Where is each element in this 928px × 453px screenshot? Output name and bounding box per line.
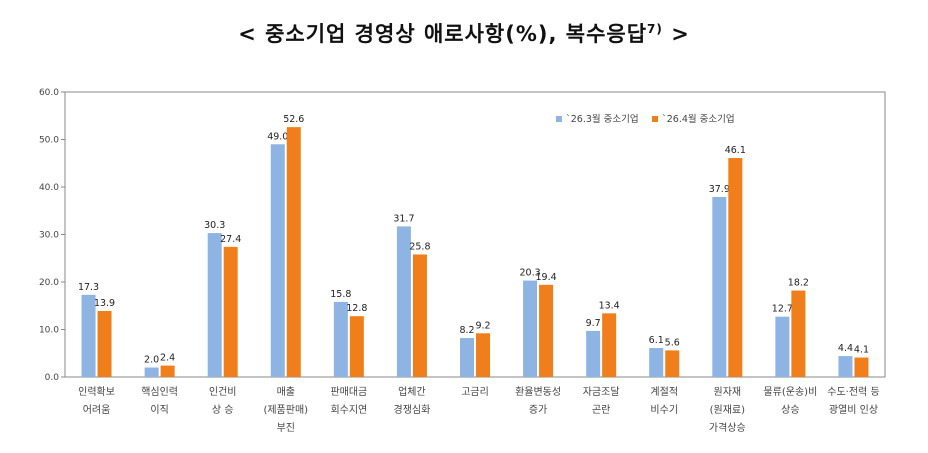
data-label: 4.4 [838,343,853,354]
x-category-label: 고금리 [461,386,489,398]
x-category-label: 광열비 인상 [829,404,878,416]
data-label: 13.4 [599,300,620,311]
bar-mar [838,356,853,377]
data-label: 2.0 [144,355,159,366]
data-label: 27.4 [220,234,241,245]
bar-mar [649,348,664,377]
bar-apr [539,284,554,377]
data-label: 12.7 [772,304,793,315]
x-category-label: 경쟁심화 [394,403,431,416]
y-tick-label: 0.0 [45,373,60,383]
bar-apr [854,357,869,377]
title-text: < 중소기업 경영상 애로사항(%), 복수응답 [238,22,648,46]
x-category-label: 곤란 [592,404,610,416]
bar-mar [775,316,790,377]
y-tick-label: 50.0 [39,136,59,146]
bar-mar [144,367,159,377]
x-category-label: 어려움 [83,404,111,416]
x-category-label: 회수지연 [330,404,367,416]
bar-mar [712,196,727,377]
bar-apr [791,290,806,377]
x-category-label: 수도·전력 등 [827,386,879,398]
bar-apr [223,246,238,377]
data-label: 18.2 [788,278,809,289]
bar-apr [286,127,301,378]
x-category-label: 인력확보 [78,386,115,398]
bar-apr [97,310,112,377]
data-label: 25.8 [409,241,430,252]
data-label: 4.1 [854,345,869,356]
data-label: 17.3 [78,282,99,293]
data-label: 46.1 [725,145,746,156]
x-category-label: 부진 [277,422,295,434]
x-category-label: (원재료) [710,404,746,416]
data-label: 9.2 [475,320,490,331]
x-category-label: 자금조달 [583,386,620,398]
x-category-label: 매출 [277,386,295,398]
data-label: 37.9 [709,184,730,195]
y-tick-label: 30.0 [39,231,59,241]
chart-title: < 중소기업 경영상 애로사항(%), 복수응답7) > [0,18,928,48]
x-category-label: (제품판매) [263,404,308,416]
x-category-label: 핵심인력 [141,386,178,398]
data-label: 9.7 [586,318,601,329]
x-category-label: 상 승 [212,404,234,416]
x-category-label: 업체간 [398,385,426,398]
data-label: 15.8 [330,289,351,300]
x-category-label: 이직 [150,404,168,416]
bar-apr [349,316,364,377]
bar-mar [81,294,96,377]
x-category-label: 비수기 [650,404,678,416]
bar-apr [665,350,680,377]
data-label: 5.6 [665,337,680,348]
bar-mar [333,301,348,377]
plot-area [64,91,886,378]
data-label: 19.4 [535,272,556,283]
bar-mar [207,233,222,377]
bar-mar [586,330,601,377]
y-tick-label: 10.0 [39,326,59,336]
x-category-label: 가격상승 [709,421,746,434]
data-label: 6.1 [649,335,664,346]
bar-mar [523,280,538,377]
data-label: 31.7 [393,213,414,224]
x-category-label: 계절적 [650,385,678,398]
legend-label: `26.3월 중소기업 [566,113,639,125]
x-category-label: 인건비 [209,386,237,398]
data-label: 13.9 [94,298,115,309]
bar-apr [602,313,617,377]
y-tick-label: 60.0 [39,88,59,98]
x-category-label: 판매대금 [330,386,367,398]
data-label: 12.8 [346,303,367,314]
bar-apr [160,365,175,377]
bar-mar [460,338,474,377]
title-footnote: 7) [647,22,663,36]
x-category-label: 증가 [529,404,547,416]
bar-mar [270,144,285,377]
data-label: 2.4 [160,353,175,364]
bar-apr [412,254,427,377]
data-label: 8.2 [459,325,474,336]
data-label: 20.3 [519,268,540,279]
legend-swatch [556,116,562,122]
y-tick-label: 20.0 [39,278,59,288]
data-label: 52.6 [283,114,304,125]
x-category-label: 원자재 [714,386,742,398]
data-label: 30.3 [204,220,225,231]
bar-apr [476,333,490,377]
legend-label: `26.4월 중소기업 [662,113,735,125]
data-label: 49.0 [267,131,288,142]
x-category-label: 물류(운송)비 [763,386,817,398]
x-category-label: 환율변동성 [515,386,561,398]
bar-apr [728,158,743,377]
x-category-label: 상승 [781,404,799,416]
y-tick-label: 40.0 [39,183,59,193]
bar-mar [396,226,411,377]
legend-swatch [652,116,658,122]
title-end: > [662,22,690,46]
